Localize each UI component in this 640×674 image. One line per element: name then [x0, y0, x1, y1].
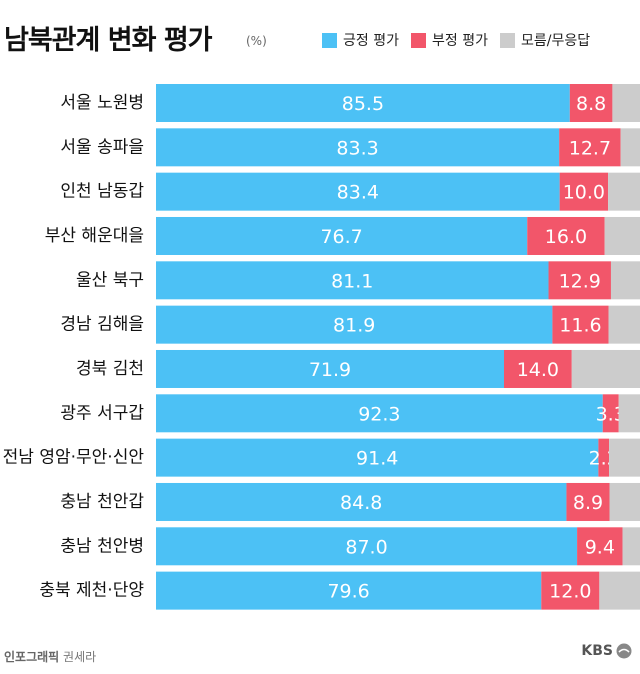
bar-긍정-평가-1 — [156, 128, 560, 167]
bar-부정-평가-5 — [552, 305, 609, 344]
bar-부정-평가-1 — [559, 128, 621, 167]
value-label-긍정-평가-0: 85.5 — [342, 93, 384, 115]
bar-모름-무응답-9 — [609, 482, 640, 521]
credit-label: 인포그래픽 — [4, 650, 60, 664]
bar-긍정-평가-10 — [156, 527, 578, 566]
credit-name: 권세라 — [63, 650, 97, 664]
brand-text: KBS — [581, 643, 613, 659]
bar-모름-무응답-6 — [571, 349, 640, 388]
legend-label-positive: 긍정 평가 — [343, 33, 399, 49]
legend-swatch-unknown — [499, 32, 515, 48]
legend-item-unknown: 모름/무응답 — [499, 30, 591, 50]
value-label-부정-평가-2: 10.0 — [563, 182, 605, 204]
chart-title: 남북관계 변화 평가 — [4, 25, 213, 56]
credit: 인포그래픽 권세라 — [4, 648, 96, 665]
value-label-긍정-평가-6: 71.9 — [309, 359, 351, 381]
category-label-경북-김천: 경북 김천 — [76, 359, 144, 379]
bar-모름-무응답-7 — [618, 394, 640, 433]
bar-모름-무응답-8 — [609, 438, 640, 477]
value-label-부정-평가-10: 9.4 — [585, 536, 615, 558]
value-label-부정-평가-1: 12.7 — [569, 137, 611, 159]
bar-부정-평가-11 — [541, 571, 600, 610]
bar-부정-평가-6 — [503, 349, 572, 388]
bar-긍정-평가-2 — [156, 172, 560, 211]
legend: 긍정 평가 부정 평가 모름/무응답 — [322, 30, 590, 50]
category-label-광주-서구갑: 광주 서구갑 — [60, 403, 144, 423]
bar-긍정-평가-5 — [156, 305, 553, 344]
unit-label: (%) — [246, 34, 267, 48]
value-label-부정-평가-5: 11.6 — [559, 315, 601, 337]
value-label-긍정-평가-10: 87.0 — [345, 536, 387, 558]
category-label-서울-송파을: 서울 송파을 — [60, 137, 144, 157]
bar-모름-무응답-2 — [608, 172, 640, 211]
legend-label-negative: 부정 평가 — [431, 33, 488, 49]
bar-긍정-평가-0 — [156, 84, 570, 122]
bar-부정-평가-2 — [559, 172, 609, 211]
bar-긍정-평가-6 — [156, 349, 504, 388]
value-label-부정-평가-3: 16.0 — [545, 226, 587, 248]
bar-긍정-평가-8 — [156, 438, 599, 477]
value-label-긍정-평가-7: 92.3 — [358, 403, 400, 425]
bar-부정-평가-8 — [598, 438, 610, 477]
value-label-부정-평가-6: 14.0 — [517, 359, 559, 381]
value-label-긍정-평가-9: 84.8 — [340, 492, 382, 514]
bar-모름-무응답-11 — [599, 571, 640, 610]
legend-item-negative: 부정 평가 — [410, 30, 488, 50]
value-label-긍정-평가-4: 81.1 — [331, 270, 373, 292]
value-label-긍정-평가-1: 83.3 — [336, 137, 378, 159]
bar-모름-무응답-0 — [612, 84, 640, 122]
bar-모름-무응답-3 — [604, 216, 640, 255]
bar-부정-평가-3 — [527, 216, 605, 255]
legend-swatch-negative — [410, 32, 426, 48]
brand-logo: KBS — [581, 643, 632, 659]
bar-긍정-평가-7 — [156, 394, 603, 433]
value-label-긍정-평가-3: 76.7 — [320, 226, 362, 248]
bar-긍정-평가-3 — [156, 216, 528, 255]
bar-모름-무응답-10 — [622, 527, 640, 566]
bar-긍정-평가-4 — [156, 261, 549, 300]
value-label-부정-평가-7: 3.3 — [596, 403, 626, 425]
category-label-전남-영암-무안-신안: 전남 영암·무안·신안 — [3, 448, 145, 468]
bar-긍정-평가-9 — [156, 482, 567, 521]
bar-긍정-평가-11 — [156, 571, 542, 610]
bar-모름-무응답-4 — [610, 261, 640, 300]
category-label-충남-천안병: 충남 천안병 — [60, 536, 144, 556]
bar-부정-평가-0 — [569, 84, 613, 122]
bar-모름-무응답-1 — [620, 128, 640, 167]
bar-모름-무응답-5 — [608, 305, 640, 344]
category-label-인천-남동갑: 인천 남동갑 — [60, 182, 144, 202]
value-label-부정-평가-9: 8.9 — [573, 492, 603, 514]
bar-부정-평가-9 — [566, 482, 610, 521]
category-label-충남-천안갑: 충남 천안갑 — [60, 492, 144, 512]
category-label-경남-김해을: 경남 김해을 — [60, 315, 144, 335]
bar-부정-평가-10 — [577, 527, 623, 566]
legend-item-positive: 긍정 평가 — [322, 30, 399, 50]
category-label-울산-북구: 울산 북구 — [76, 270, 144, 290]
value-label-부정-평가-0: 8.8 — [576, 93, 606, 115]
value-label-긍정-평가-5: 81.9 — [333, 315, 375, 337]
legend-label-unknown: 모름/무응답 — [520, 33, 591, 49]
bar-부정-평가-4 — [548, 261, 611, 300]
value-label-긍정-평가-8: 91.4 — [356, 448, 398, 470]
category-label-충북-제천-단양: 충북 제천·단양 — [39, 581, 144, 601]
category-label-부산-해운대을: 부산 해운대을 — [45, 226, 144, 246]
legend-swatch-positive — [322, 32, 337, 48]
value-label-부정-평가-11: 12.0 — [549, 581, 591, 603]
value-label-부정-평가-4: 12.9 — [559, 270, 601, 292]
value-label-긍정-평가-11: 79.6 — [327, 581, 369, 603]
bar-부정-평가-7 — [602, 394, 619, 433]
stacked-bar-chart: 서울 노원병 85.5 8.8 서울 송파을 83.3 12.7 인천 남동갑 83.4 10.… — [3, 84, 640, 610]
category-label-서울-노원병: 서울 노원병 — [60, 93, 144, 113]
value-label-긍정-평가-2: 83.4 — [337, 182, 379, 204]
kbs-logo-icon — [616, 643, 632, 659]
